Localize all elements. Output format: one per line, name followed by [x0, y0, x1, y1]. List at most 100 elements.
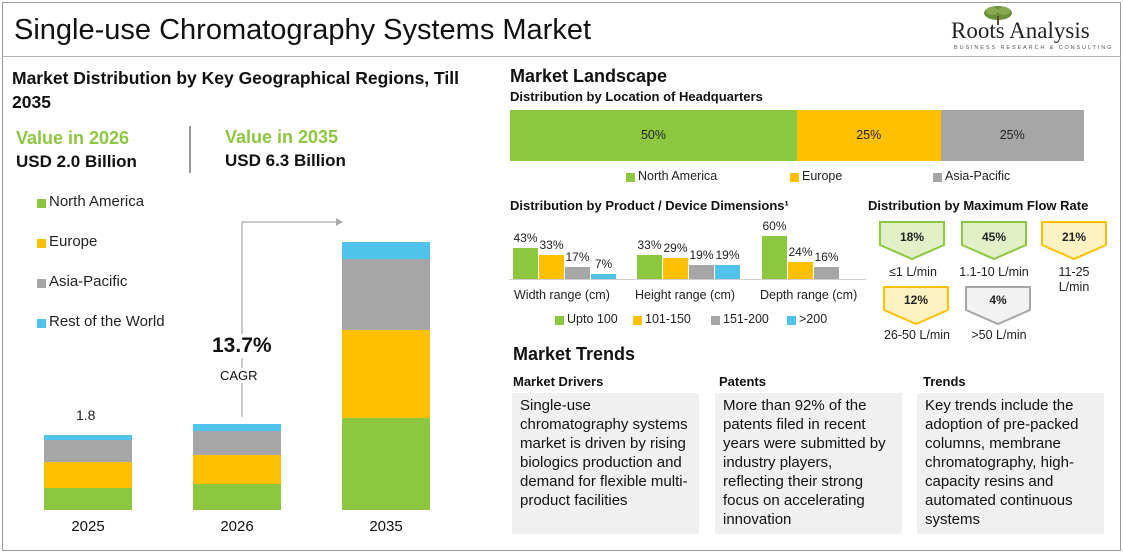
dim-category-depth: Depth range (cm): [760, 288, 858, 302]
hq-bar-asia-pacific: 25%: [940, 110, 1084, 161]
logo-tagline: BUSINESS RESEARCH & CONSULTING: [954, 45, 1114, 51]
dimensions-baseline: [509, 279, 866, 280]
region-bar-2025-north-america: [44, 488, 132, 510]
hq-stacked-bar: 50% 25% 25%: [510, 110, 1084, 161]
x-tick-2035: 2035: [369, 518, 403, 535]
dim-bar-label-1-1: 29%: [663, 241, 688, 256]
dim-bar-label-1-3: 19%: [715, 248, 740, 263]
patents-title: Patents: [719, 374, 766, 389]
dim-category-height: Height range (cm): [635, 288, 736, 302]
flow-value-1: 18%: [899, 230, 925, 244]
dim-bar-1-2: [689, 265, 714, 279]
dim-legend-101-150: 101-150: [645, 312, 691, 326]
hq-bar-label-0: 50%: [640, 128, 667, 142]
hq-legend-asia-pacific: Asia-Pacific: [945, 169, 1011, 183]
bar-total-label-2025: 1.8: [76, 407, 96, 423]
flow-badge-3: [1041, 221, 1107, 261]
legend-europe: Europe: [49, 233, 98, 250]
header-divider: [2, 56, 1121, 57]
flow-badge-4: [883, 286, 949, 326]
dim-bar-0-1: [539, 255, 564, 279]
region-bar-2026-north-america: [193, 483, 281, 510]
dim-bar-label-0-1: 33%: [539, 238, 564, 253]
trends-text: Key trends include the adoption of pre-p…: [917, 393, 1104, 534]
region-bar-2025-rest-of-the-world: [44, 435, 132, 440]
dim-bar-0-0: [513, 248, 538, 279]
left-panel-heading: Market Distribution by Key Geographical …: [12, 68, 459, 112]
region-bar-2026-asia-pacific: [193, 430, 281, 455]
dim-category-width: Width range (cm): [514, 288, 610, 302]
hq-legend-europe: Europe: [802, 169, 843, 183]
cagr-label: CAGR: [217, 368, 261, 383]
dim-bar-label-2-0: 60%: [762, 218, 787, 233]
hq-legend-north-america: North America: [638, 169, 718, 183]
dim-bar-label-2-2: 16%: [814, 250, 839, 265]
logo-name: Roots Analysis: [951, 18, 1090, 43]
dim-bar-1-3: [715, 265, 740, 279]
flow-heading: Distribution by Maximum Flow Rate: [868, 198, 1089, 213]
flow-badge-1: [879, 221, 945, 261]
value-2035-label: Value in 2035: [225, 127, 339, 147]
value-2035: USD 6.3 Billion: [225, 151, 346, 170]
region-bar-2035-rest-of-the-world: [342, 241, 430, 260]
x-tick-2026: 2026: [220, 518, 254, 535]
hq-bar-label-2: 25%: [999, 128, 1025, 142]
hq-bar-europe: 25%: [797, 110, 941, 161]
region-bar-2025-europe: [44, 461, 132, 488]
dimensions-heading: Distribution by Product / Device Dimensi…: [510, 198, 789, 213]
legend-swatch-europe: [37, 239, 46, 248]
legend-swatch-asia-pacific: [37, 279, 46, 288]
dim-bar-0-3: [591, 273, 616, 279]
dim-bar-label-0-2: 17%: [565, 249, 590, 264]
dim-bar-1-1: [663, 258, 688, 279]
hq-heading: Distribution by Location of Headquarters: [510, 89, 763, 104]
legend-asia-pacific: Asia-Pacific: [49, 273, 128, 290]
dim-bar-0-2: [565, 266, 590, 279]
flow-value-2: 45%: [981, 230, 1007, 244]
region-bar-2035-asia-pacific: [342, 259, 430, 330]
flow-value-5: 4%: [989, 293, 1007, 307]
hq-legend-swatch-asia-pacific: [933, 173, 942, 182]
hq-bar-label-1: 25%: [856, 128, 882, 142]
patents-text: More than 92% of the patents filed in re…: [715, 393, 902, 534]
trends-heading: Market Trends: [513, 344, 636, 364]
dim-bar-label-0-3: 7%: [594, 256, 613, 271]
region-bar-2035-europe: [342, 329, 430, 418]
flow-label-1: ≤1 L/min: [889, 265, 937, 279]
dim-bar-2-1: [788, 261, 813, 279]
drivers-title: Market Drivers: [513, 374, 604, 389]
dim-bar-2-0: [762, 235, 787, 279]
dim-legend-swatch-upto-100: [555, 316, 564, 325]
value-divider: [189, 126, 191, 173]
legend-swatch-north-america: [37, 199, 46, 208]
dim-legend-upto-100: Upto 100: [567, 312, 618, 326]
drivers-text: Single-use chromatography systems market…: [512, 393, 699, 534]
dim-legend-151-200: 151-200: [723, 312, 769, 326]
value-2026-label: Value in 2026: [16, 128, 130, 148]
value-2026: USD 2.0 Billion: [16, 152, 137, 171]
legend-rest-of-world: Rest of the World: [49, 313, 165, 330]
x-tick-2025: 2025: [71, 518, 105, 535]
legend-swatch-rest-of-world: [37, 319, 46, 328]
flow-value-4: 12%: [903, 293, 929, 307]
cagr-arrow: [241, 218, 343, 417]
flow-value-3: 21%: [1061, 230, 1087, 244]
region-bar-2035-north-america: [342, 417, 430, 510]
landscape-heading: Market Landscape: [510, 66, 668, 86]
dim-bar-1-0: [637, 255, 662, 279]
dim-bar-label-0-0: 43%: [513, 231, 538, 246]
dim-legend-over-200: >200: [799, 312, 828, 326]
hq-bar-north-america: 50%: [510, 110, 797, 161]
trends-title: Trends: [923, 374, 966, 389]
dim-legend-swatch-151-200: [711, 316, 720, 325]
flow-label-4: 26-50 L/min: [883, 328, 950, 342]
hq-legend-swatch-europe: [790, 173, 799, 182]
region-bar-2026-europe: [193, 455, 281, 484]
dim-bar-label-1-0: 33%: [637, 238, 662, 253]
flow-label-5: >50 L/min: [971, 328, 1027, 342]
region-bar-2025-asia-pacific: [44, 439, 132, 462]
dim-bar-2-2: [814, 267, 839, 279]
dim-bar-label-2-1: 24%: [788, 244, 813, 259]
dim-legend-swatch-over-200: [787, 316, 796, 325]
